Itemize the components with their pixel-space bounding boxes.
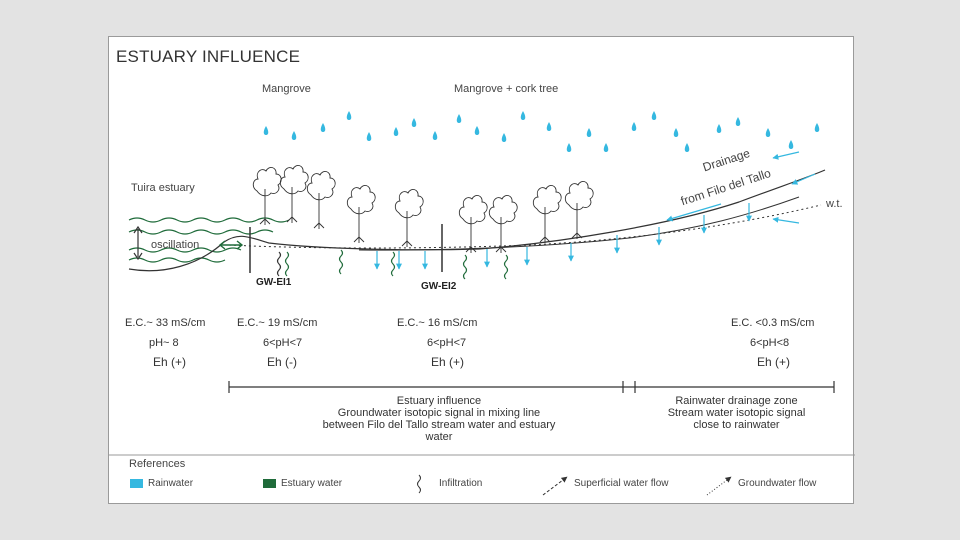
raindrop [411, 118, 417, 127]
infiltration-squiggle [462, 254, 468, 280]
water-table [228, 204, 822, 249]
tree [252, 167, 282, 225]
infiltration-squiggle [284, 251, 290, 277]
tree [532, 185, 562, 243]
groundwater-flow-legend-icon [706, 476, 732, 496]
raindrop [603, 143, 609, 152]
estuary-zone-line-3: between Filo del Tallo stream water and … [322, 419, 556, 443]
diagram-title: ESTUARY INFLUENCE [116, 47, 301, 66]
raindrop [716, 124, 722, 133]
eh-3: Eh (+) [431, 355, 465, 369]
raindrop [366, 132, 372, 141]
raindrop [263, 126, 269, 135]
estuary-water-waves [128, 217, 290, 263]
rain-infiltration-arrows [374, 203, 752, 270]
estuary-water-swatch [263, 479, 276, 488]
eh-1: Eh (+) [153, 355, 187, 369]
tree [458, 195, 488, 253]
water-table-label: w.t. [826, 198, 843, 210]
estuary-zone-line-2: Groundwater isotopic signal in mixing li… [337, 407, 541, 419]
figure-panel: ESTUARY INFLUENCE Mangrove Mangrove + co… [108, 36, 855, 504]
eh-4: Eh (+) [757, 355, 791, 369]
ph-1: pH~ 8 [149, 337, 179, 349]
estuary-zone-text: Estuary influence Groundwater isotopic s… [309, 395, 569, 443]
estuary-label: Tuira estuary [131, 182, 195, 194]
infiltration-squiggle [390, 251, 396, 277]
mangrove-label: Mangrove [262, 83, 311, 95]
ec-1: E.C.~ 33 mS/cm [125, 317, 206, 329]
rainwater-swatch [130, 479, 143, 488]
raindrop [566, 143, 572, 152]
zone-bars [228, 381, 835, 393]
oscillation-label: oscillation [151, 239, 200, 251]
groundwater-flow-legend-label: Groundwater flow [738, 478, 817, 489]
well-label-gw-ei1: GW-EI1 [256, 277, 292, 288]
ph-3: 6<pH<7 [427, 337, 467, 349]
raindrop [673, 128, 679, 137]
ground-surface-lower [358, 196, 800, 251]
infiltration-legend-label: Infiltration [439, 478, 483, 489]
tree [488, 195, 518, 253]
raindrop [501, 133, 507, 142]
estuary-zone-line-1: Estuary influence [396, 395, 482, 407]
raindrop [814, 123, 820, 132]
eh-2: Eh (-) [267, 355, 297, 369]
rain-drops [263, 111, 820, 152]
raindrop [393, 127, 399, 136]
tree [306, 171, 336, 229]
superficial-flow-legend-label: Superficial water flow [574, 478, 669, 489]
estuary-water-legend-label: Estuary water [281, 478, 343, 489]
raindrop [684, 143, 690, 152]
ph-2: 6<pH<7 [263, 337, 303, 349]
mangrove-cork-label: Mangrove + cork tree [454, 83, 559, 95]
ph-4: 6<pH<8 [750, 337, 790, 349]
well-label-gw-ei2: GW-EI2 [421, 281, 457, 292]
raindrop [432, 131, 438, 140]
raindrop [631, 122, 637, 131]
rainwater-legend-label: Rainwater [148, 478, 194, 489]
rainwater-zone-line-2: Stream water isotopic signal [667, 407, 806, 419]
rainwater-zone-line-1: Rainwater drainage zone [675, 395, 798, 407]
raindrop [456, 114, 462, 123]
raindrop [474, 126, 480, 135]
raindrop [788, 140, 794, 149]
rainwater-zone-text: Rainwater drainage zone Stream water iso… [649, 395, 824, 431]
oscillation-arrow [133, 225, 143, 261]
tree [394, 189, 424, 247]
tree [279, 165, 309, 223]
superficial-flow-legend-icon [542, 476, 568, 496]
raindrop [320, 123, 326, 132]
raindrop [586, 128, 592, 137]
raindrop [651, 111, 657, 120]
mangrove-trees [252, 165, 594, 253]
tree [564, 181, 594, 239]
drainage-arrows [666, 151, 816, 224]
estuary-exchange-arrow [218, 240, 244, 250]
infiltration-squiggle [503, 254, 509, 280]
raindrop [346, 111, 352, 120]
raindrop [765, 128, 771, 137]
infiltration-squiggles [276, 249, 509, 280]
infiltration-legend-icon [417, 474, 421, 494]
infiltration-squiggle [338, 249, 344, 275]
raindrop [520, 111, 526, 120]
ec-4: E.C. <0.3 mS/cm [731, 317, 815, 329]
raindrop [735, 117, 741, 126]
references-heading: References [129, 458, 186, 470]
raindrop [546, 122, 552, 131]
raindrop [291, 131, 297, 140]
tree [346, 185, 376, 243]
rainwater-zone-line-3: close to rainwater [693, 419, 780, 431]
ec-3: E.C.~ 16 mS/cm [397, 317, 478, 329]
infiltration-squiggle [276, 251, 282, 277]
ec-2: E.C.~ 19 mS/cm [237, 317, 318, 329]
estuary-diagram [109, 111, 855, 496]
